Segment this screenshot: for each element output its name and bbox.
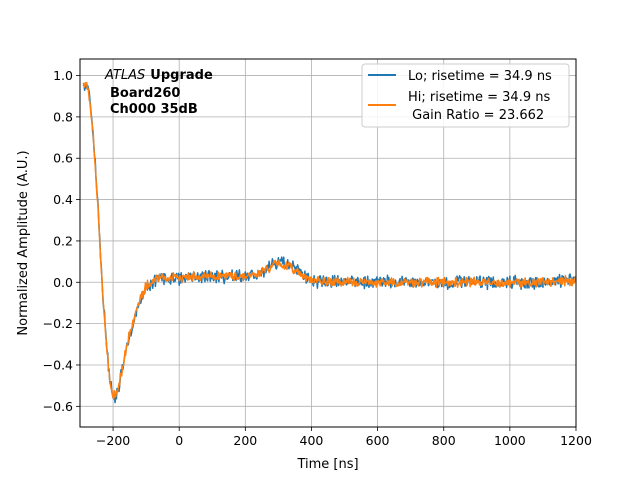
annotation-channel: Ch000 35dB xyxy=(110,102,198,117)
y-axis-label: Normalized Amplitude (A.U.) xyxy=(16,150,31,335)
series-hi-line xyxy=(82,81,576,400)
y-tick-label: −0.2 xyxy=(43,316,73,331)
x-axis-label: Time [ns] xyxy=(296,457,358,472)
x-tick-label: 600 xyxy=(366,433,390,448)
annotation-board: Board260 xyxy=(110,86,180,101)
series-layer xyxy=(82,81,576,404)
x-tick-label: 400 xyxy=(300,433,324,448)
annotation-upgrade: Upgrade xyxy=(150,68,213,83)
x-tick-label: 1000 xyxy=(494,433,526,448)
legend: Lo; risetime = 34.9 ns Hi; risetime = 34… xyxy=(361,63,570,128)
legend-label-hi: Hi; risetime = 34.9 ns xyxy=(408,90,550,105)
experiment-annotation: ATLAS Upgrade Board260 Ch000 35dB xyxy=(104,68,213,117)
y-tick-label: 0.8 xyxy=(53,109,73,124)
y-tick-label: 0.0 xyxy=(53,275,73,290)
y-tick-label: 0.2 xyxy=(53,233,73,248)
y-tick-label: −0.4 xyxy=(43,357,73,372)
legend-label-lo: Lo; risetime = 34.9 ns xyxy=(408,69,552,84)
ticks: −200 0 200 400 600 800 1000 1200 −0.6 −0.4 −0.2 0.0… xyxy=(43,68,592,448)
legend-box xyxy=(361,63,570,128)
y-tick-label: 0.4 xyxy=(53,192,73,207)
plot-frame xyxy=(79,58,577,428)
y-tick-label: 0.6 xyxy=(53,151,73,166)
y-tick-label: 1.0 xyxy=(53,68,73,83)
x-tick-label: 200 xyxy=(233,433,257,448)
x-tick-label: −200 xyxy=(96,433,130,448)
legend-label-gain: Gain Ratio = 23.662 xyxy=(408,108,544,123)
x-tick-label: 800 xyxy=(432,433,456,448)
annotation-line-1: ATLAS Upgrade xyxy=(104,68,213,83)
x-tick-label: 1200 xyxy=(560,433,592,448)
y-tick-label: −0.6 xyxy=(43,399,73,414)
annotation-atlas: ATLAS xyxy=(104,68,145,83)
x-tick-label: 0 xyxy=(175,433,183,448)
